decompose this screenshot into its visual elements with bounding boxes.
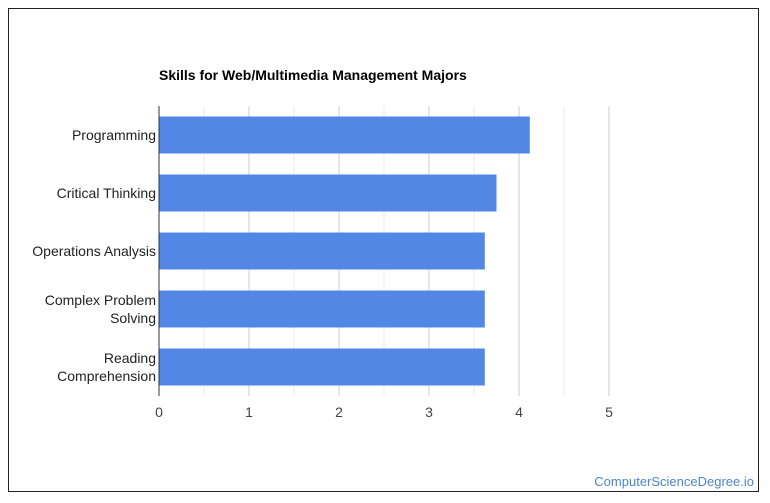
x-tick-label: 1 — [245, 404, 253, 420]
category-label: Complex Problem Solving — [45, 292, 156, 326]
bar[interactable] — [159, 290, 485, 328]
category-labels: Programming Critical Thinking Operations A… — [32, 127, 156, 384]
bar[interactable] — [159, 232, 485, 270]
chart-title: Skills for Web/Multimedia Management Maj… — [159, 67, 467, 83]
x-tick-label: 0 — [155, 404, 163, 420]
category-label: Programming — [72, 127, 156, 143]
category-label: Operations Analysis — [32, 243, 156, 259]
x-tick-label: 3 — [425, 404, 433, 420]
bar[interactable] — [159, 116, 530, 154]
category-label: Reading Comprehension — [57, 350, 156, 384]
x-tick-label: 5 — [605, 404, 613, 420]
bar[interactable] — [159, 174, 497, 212]
category-label: Critical Thinking — [57, 185, 156, 201]
watermark-link[interactable]: ComputerScienceDegree.io — [594, 474, 754, 489]
x-tick-label: 2 — [335, 404, 343, 420]
tick-labels: 0 1 2 3 4 5 — [155, 404, 613, 420]
bars — [159, 116, 530, 386]
x-tick-label: 4 — [515, 404, 523, 420]
bar[interactable] — [159, 348, 485, 386]
